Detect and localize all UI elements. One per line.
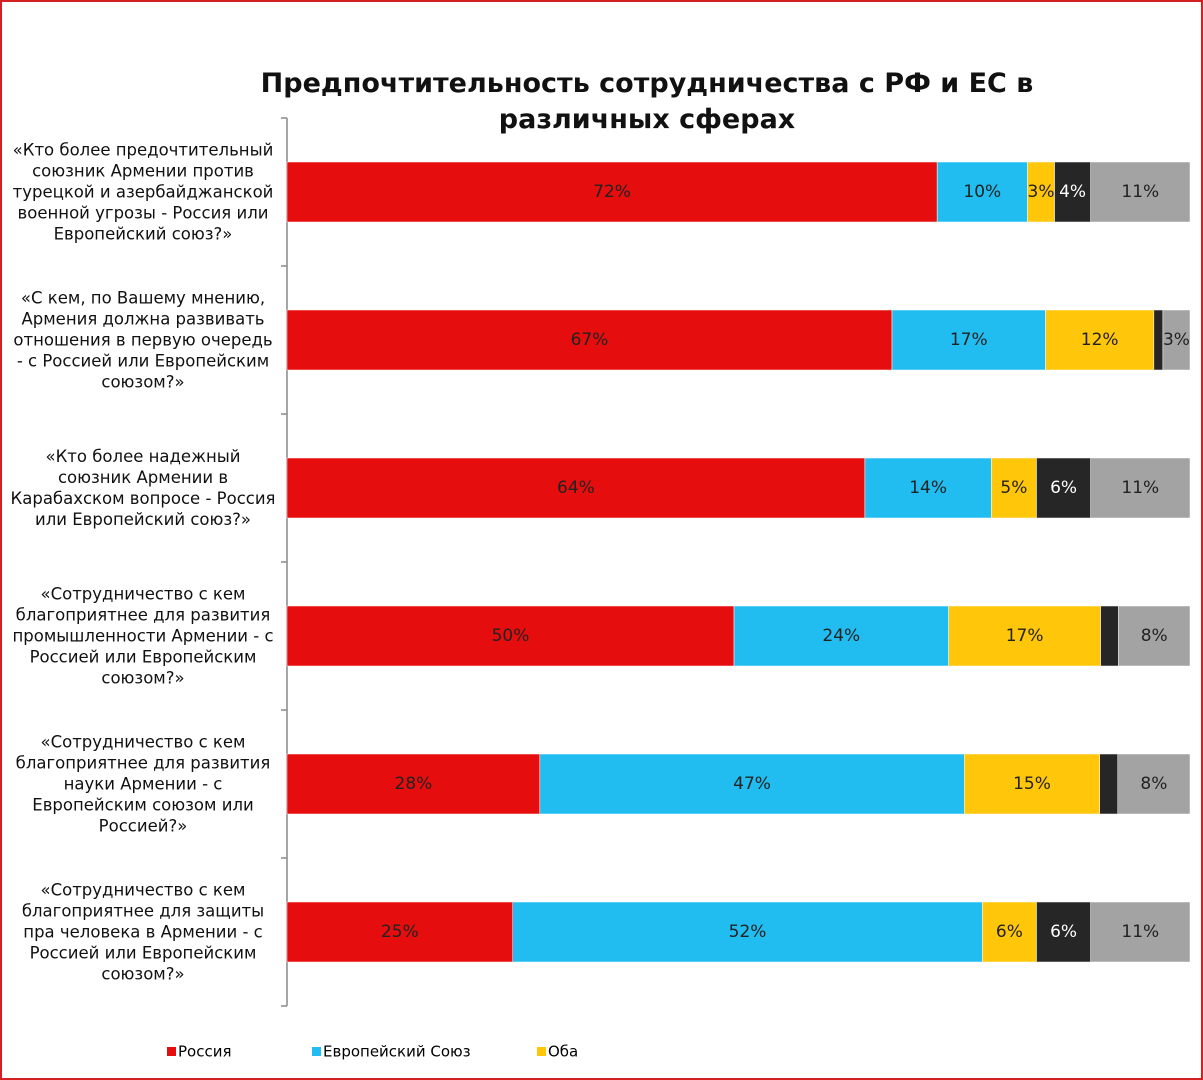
bar-segment (1162, 309, 1191, 371)
bar-segment (1099, 753, 1119, 815)
bar-segment (1117, 753, 1191, 815)
value-label: 17% (1006, 626, 1044, 646)
value-label: 72% (593, 182, 631, 202)
value-label: 24% (822, 626, 860, 646)
value-label: 3% (1028, 182, 1055, 202)
category-label: «С кем, по Вашему мнению, Армения должна… (13, 288, 273, 392)
value-label: 28% (395, 774, 433, 794)
bar-segment (1090, 457, 1191, 519)
bar-segment (1118, 605, 1191, 667)
value-label: 4% (1059, 182, 1086, 202)
legend-swatch (537, 1047, 546, 1056)
bar-segment (1036, 457, 1091, 519)
value-label: 11% (1121, 182, 1159, 202)
bar-segment (286, 161, 938, 223)
value-label: 3% (1163, 330, 1190, 350)
value-label: 47% (733, 774, 771, 794)
bar-segment (539, 753, 965, 815)
bar-segment (512, 901, 983, 963)
bar-segment (891, 309, 1046, 371)
bar-segment (286, 605, 735, 667)
bar-segment (864, 457, 992, 519)
bar-segment (1090, 161, 1191, 223)
bar-segment (1027, 161, 1055, 223)
legend-label: Россия (178, 1043, 232, 1061)
value-label: 10% (963, 182, 1001, 202)
value-label: 6% (1050, 478, 1077, 498)
legend-label: Европейский Союз (323, 1043, 471, 1061)
chart-title: Предпочтительность сотрудничества с РФ и… (260, 68, 1034, 135)
value-label: 8% (1140, 774, 1167, 794)
value-label: 5% (1000, 478, 1027, 498)
legend-label: Оба (548, 1043, 578, 1061)
bar-segment (1153, 309, 1164, 371)
value-label: 6% (996, 922, 1023, 942)
bar-segment (286, 309, 893, 371)
value-label: 15% (1013, 774, 1051, 794)
value-label: 8% (1141, 626, 1168, 646)
bar-segment (286, 753, 541, 815)
value-label: 52% (729, 922, 767, 942)
bar-segment (286, 901, 513, 963)
category-label: «Кто более надежный союзник Армении в Ка… (10, 447, 276, 529)
value-label: 11% (1121, 478, 1159, 498)
value-label: 12% (1081, 330, 1119, 350)
bar-segment (1100, 605, 1119, 667)
value-label: 6% (1050, 922, 1077, 942)
category-label: «Сотрудничество с кем благоприятнее для … (21, 880, 265, 984)
value-label: 14% (909, 478, 947, 498)
bar-segment (1054, 161, 1091, 223)
value-label: 67% (571, 330, 609, 350)
bar-segment (286, 457, 866, 519)
bar-segment (1090, 901, 1191, 963)
value-label: 11% (1121, 922, 1159, 942)
category-label: «Кто более предочтительный союзник Армен… (12, 140, 274, 244)
legend-swatch (312, 1047, 321, 1056)
value-label: 50% (492, 626, 530, 646)
bar-segment (991, 457, 1037, 519)
value-label: 64% (557, 478, 595, 498)
value-label: 17% (950, 330, 988, 350)
category-label: «Сотрудничество с кем благоприятнее для … (15, 732, 271, 836)
bar-segment (948, 605, 1101, 667)
bar-segment (964, 753, 1100, 815)
legend-swatch (167, 1047, 176, 1056)
bar-segment (1045, 309, 1155, 371)
category-label: «Сотрудничество с кем благоприятнее для … (12, 584, 274, 688)
value-label: 25% (381, 922, 419, 942)
